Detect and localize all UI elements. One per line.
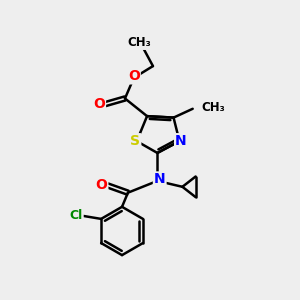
Text: CH₃: CH₃	[202, 101, 225, 114]
Text: S: S	[130, 134, 140, 148]
Text: N: N	[154, 172, 166, 186]
Text: Cl: Cl	[70, 209, 83, 223]
Text: N: N	[175, 134, 187, 148]
Text: O: O	[95, 178, 107, 192]
Text: O: O	[128, 69, 140, 83]
Text: O: O	[93, 98, 105, 111]
Text: CH₃: CH₃	[128, 36, 152, 49]
